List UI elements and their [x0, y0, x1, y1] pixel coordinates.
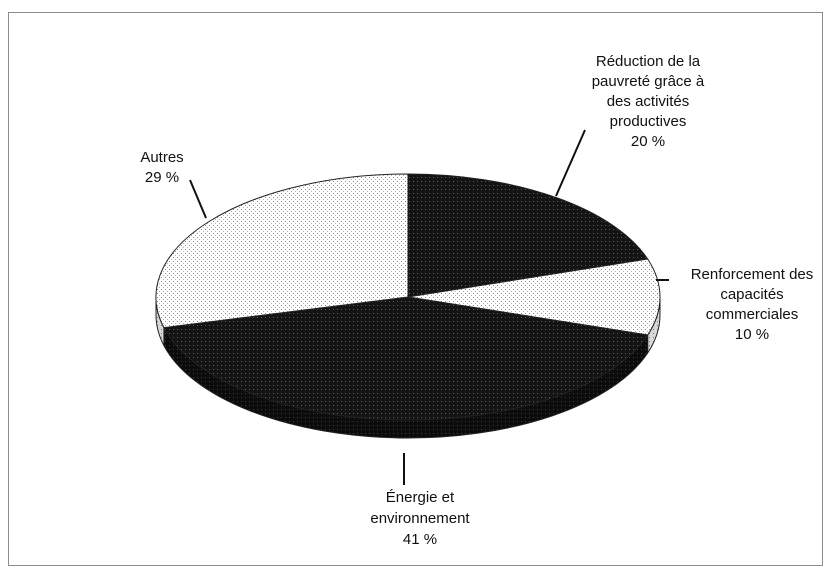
- slice-label-1-line-1: capacités: [720, 286, 783, 303]
- slice-label-0-line-3: productives: [610, 113, 687, 130]
- leader-lines: [189, 129, 669, 485]
- pie-slices: [155, 173, 661, 421]
- pie-slice-2: [163, 296, 649, 421]
- pie-slice-1: [407, 258, 661, 336]
- leader-line-3: [189, 179, 207, 219]
- slice-label-0-line-2: des activités: [607, 93, 690, 110]
- slice-label-2-line-0: Énergie et: [386, 489, 455, 506]
- slice-percent-3: 29 %: [145, 169, 179, 186]
- slice-labels: Réduction de la pauvreté grâce à des activ…: [140, 53, 813, 548]
- slice-label-0-line-1: pauvreté grâce à: [592, 73, 705, 90]
- slice-label-1-line-2: commerciales: [706, 306, 799, 323]
- pie-slice-3: [155, 173, 409, 329]
- slice-percent-1: 10 %: [735, 326, 769, 343]
- pie-slice-0: [407, 173, 649, 298]
- slice-label-2-line-1: environnement: [370, 510, 470, 527]
- slice-label-3-line-0: Autres: [140, 149, 183, 166]
- leader-line-0: [555, 129, 586, 197]
- slice-label-1-line-0: Renforcement des: [691, 266, 814, 283]
- slice-label-0-line-0: Réduction de la: [596, 53, 701, 70]
- slice-percent-0: 20 %: [631, 133, 665, 150]
- slice-percent-2: 41 %: [403, 531, 437, 548]
